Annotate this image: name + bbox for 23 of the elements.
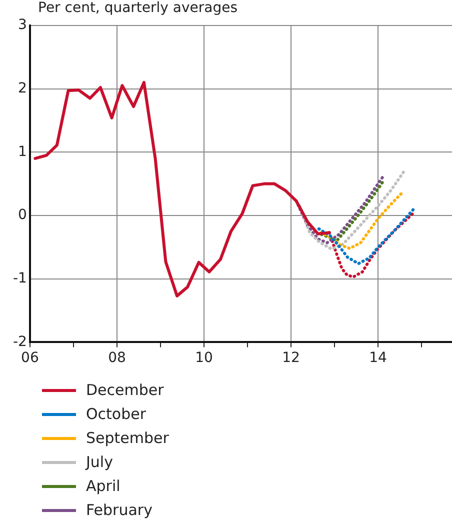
line-series xyxy=(317,207,416,266)
line-series xyxy=(294,176,384,244)
line-series xyxy=(320,190,404,250)
y-tick-label: -1 xyxy=(12,270,27,286)
legend-label: September xyxy=(86,429,169,447)
x-tick-label: 10 xyxy=(195,350,213,366)
y-tick-label: -2 xyxy=(12,334,27,350)
legend-label: April xyxy=(86,477,120,495)
y-tick-label: 2 xyxy=(18,80,27,96)
x-tick-label: 14 xyxy=(369,350,388,366)
line-series xyxy=(320,181,384,242)
legend-label: October xyxy=(86,405,146,423)
chart-title: Per cent, quarterly averages xyxy=(38,0,238,16)
legend-label: December xyxy=(86,381,164,399)
x-tick-label: 12 xyxy=(282,350,300,366)
y-tick-label: 3 xyxy=(18,17,27,34)
legend-label: July xyxy=(86,453,113,471)
line-series xyxy=(298,170,406,251)
x-tick-label: 08 xyxy=(108,350,126,366)
y-tick-label: 1 xyxy=(18,144,27,160)
x-tick-label: 06 xyxy=(21,350,39,366)
y-tick-label: 0 xyxy=(18,207,27,224)
legend-label: February xyxy=(86,501,152,519)
